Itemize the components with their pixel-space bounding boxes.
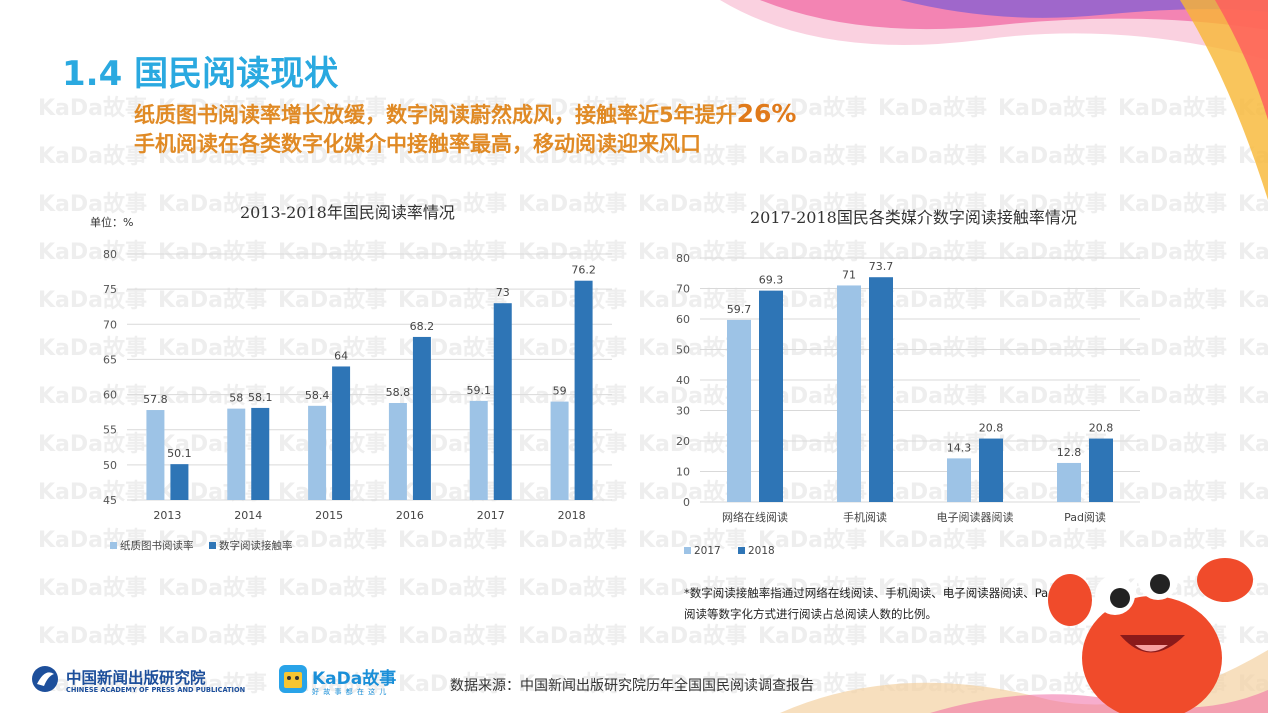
y-tick-label: 60: [676, 313, 690, 326]
data-label: 64: [334, 349, 348, 362]
bar: [727, 319, 751, 502]
bar: [493, 303, 512, 500]
data-label: 12.8: [1057, 446, 1082, 459]
y-tick-label: 20: [676, 435, 690, 448]
x-tick-label: 2015: [315, 509, 343, 522]
data-label: 58: [229, 392, 243, 405]
data-label: 73.7: [869, 260, 894, 273]
academy-logo-icon: [32, 666, 58, 692]
y-tick-label: 10: [676, 466, 690, 479]
y-tick-label: 60: [103, 389, 117, 402]
data-label: 59.7: [727, 303, 752, 316]
legend-swatch: [738, 547, 745, 554]
bar: [388, 403, 407, 500]
bar: [574, 280, 593, 500]
data-label: 59.1: [467, 384, 492, 397]
data-source: 数据来源：中国新闻出版研究院历年全国国民阅读调查报告: [450, 678, 814, 694]
data-label: 76.2: [571, 264, 596, 277]
legend-label: 纸质图书阅读率: [120, 539, 194, 552]
x-tick-label: 2017: [477, 509, 505, 522]
bar: [837, 285, 861, 502]
x-tick-label: 电子阅读器阅读: [937, 510, 1014, 524]
data-label: 59: [553, 385, 567, 398]
bar: [869, 277, 893, 502]
bar: [308, 405, 327, 500]
y-tick-label: 70: [676, 283, 690, 296]
bar: [251, 407, 270, 500]
legend-label: 2018: [748, 545, 775, 557]
legend-label: 2017: [694, 545, 721, 557]
x-tick-label: 网络在线阅读: [722, 510, 788, 524]
bar: [947, 458, 971, 502]
y-tick-label: 80: [103, 248, 117, 261]
data-label: 14.3: [947, 441, 972, 454]
data-label: 57.8: [143, 393, 168, 406]
bar: [979, 438, 1003, 502]
legend-swatch: [209, 542, 216, 549]
x-tick-label: 2018: [558, 509, 586, 522]
y-tick-label: 70: [103, 318, 117, 331]
data-label: 20.8: [1089, 422, 1114, 435]
legend-swatch: [110, 542, 117, 549]
x-tick-label: 2016: [396, 509, 424, 522]
subtitle-line-2: 手机阅读在各类数字化媒介中接触率最高，移动阅读迎来风口: [134, 132, 701, 156]
x-tick-label: 手机阅读: [843, 510, 887, 524]
data-label: 58.4: [305, 389, 330, 402]
bar: [1057, 462, 1081, 502]
crab-mascot: [1048, 558, 1253, 713]
y-tick-label: 80: [676, 252, 690, 265]
kada-logo: KaDa故事 好 故 事 都 在 这 儿: [278, 664, 396, 698]
academy-name-cn: 中国新闻出版研究院: [66, 669, 206, 687]
bar: [550, 401, 569, 500]
data-label: 73: [496, 286, 510, 299]
data-label: 58.1: [248, 391, 273, 404]
bar: [227, 408, 246, 500]
kada-logo-icon: [279, 665, 307, 693]
x-tick-label: Pad阅读: [1064, 510, 1106, 524]
academy-name-en: CHINESE ACADEMY OF PRESS AND PUBLICATION: [66, 686, 246, 694]
y-tick-label: 40: [676, 374, 690, 387]
footnote: *数字阅读接触率指通过网络在线阅读、手机阅读、电子阅读器阅读、Pad阅读等数字化…: [684, 586, 1056, 621]
data-label: 58.8: [386, 386, 411, 399]
data-label: 20.8: [979, 422, 1004, 435]
subtitle-line-1: 纸质图书阅读率增长放缓，数字阅读蔚然成风，接触率近5年提升26%: [134, 99, 796, 129]
x-tick-label: 2013: [153, 509, 181, 522]
kada-name: KaDa故事: [312, 669, 397, 689]
data-label: 69.3: [759, 274, 784, 287]
bar: [1089, 438, 1113, 502]
data-label: 71: [842, 268, 856, 281]
x-tick-label: 2014: [234, 509, 262, 522]
academy-logo: 中国新闻出版研究院 CHINESE ACADEMY OF PRESS AND P…: [30, 664, 245, 698]
bar: [759, 290, 783, 502]
data-label: 68.2: [410, 320, 435, 333]
bar: [332, 366, 351, 500]
bar: [170, 464, 189, 500]
bar: [412, 336, 431, 500]
subtitle-line-1-text: 纸质图书阅读率增长放缓，数字阅读蔚然成风，接触率近5年提升: [134, 103, 737, 127]
y-tick-label: 65: [103, 353, 117, 366]
subtitle-highlight: 26%: [736, 99, 797, 128]
y-tick-label: 0: [683, 496, 690, 509]
legend-swatch: [684, 547, 691, 554]
y-tick-label: 50: [676, 344, 690, 357]
bar: [146, 410, 165, 500]
kada-tagline: 好 故 事 都 在 这 儿: [312, 688, 388, 696]
chart-2-title: 2017-2018国民各类媒介数字阅读接触率情况: [750, 208, 1077, 227]
data-label: 50.1: [167, 447, 192, 460]
y-tick-label: 45: [103, 494, 117, 507]
y-tick-label: 55: [103, 424, 117, 437]
unit-label: 单位：%: [90, 215, 133, 229]
page-title: 1.4 国民阅读现状: [62, 54, 339, 94]
y-tick-label: 30: [676, 405, 690, 418]
chart-1-title: 2013-2018年国民阅读率情况: [240, 203, 455, 222]
y-tick-label: 75: [103, 283, 117, 296]
bar: [469, 400, 488, 500]
y-tick-label: 50: [103, 459, 117, 472]
legend-label: 数字阅读接触率: [219, 539, 293, 552]
